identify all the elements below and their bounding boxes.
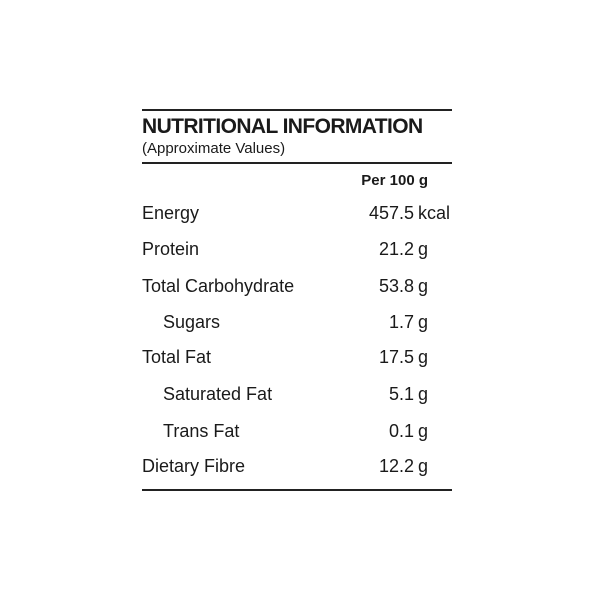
nutrient-value: 0.1 — [388, 421, 414, 441]
nutrient-unit: g — [418, 276, 429, 296]
label-title: NUTRITIONAL INFORMATION — [142, 115, 423, 138]
nutrient-label: Saturated Fat — [163, 384, 273, 404]
header-rule — [142, 162, 452, 164]
nutrient-label: Trans Fat — [163, 421, 240, 441]
nutrient-value: 53.8 — [378, 276, 414, 296]
nutrient-value: 17.5 — [378, 347, 414, 367]
nutrient-row: Total Carbohydrate 53.8 g — [142, 276, 452, 300]
label-subtitle: (Approximate Values) — [142, 140, 286, 157]
nutrient-value: 12.2 — [378, 456, 414, 476]
nutrient-label: Total Carbohydrate — [142, 276, 295, 296]
nutrient-label: Sugars — [163, 312, 221, 332]
nutrient-unit: g — [418, 347, 429, 367]
nutrient-value: 21.2 — [378, 239, 414, 259]
nutrient-unit: g — [418, 456, 429, 476]
nutrient-row: Trans Fat 0.1 g — [142, 421, 452, 445]
nutrient-row: Sugars 1.7 g — [142, 312, 452, 336]
nutrient-unit: g — [418, 312, 429, 332]
nutrient-unit: g — [418, 239, 429, 259]
nutrient-unit: g — [418, 421, 429, 441]
nutrient-value: 457.5 — [368, 203, 414, 223]
nutrient-value: 5.1 — [388, 384, 414, 404]
nutrient-row: Total Fat 17.5 g — [142, 347, 452, 371]
nutrient-row: Protein 21.2 g — [142, 239, 452, 263]
nutrient-label: Energy — [142, 203, 200, 223]
nutrient-label: Protein — [142, 239, 200, 259]
nutrient-unit: kcal — [418, 203, 451, 223]
nutrient-label: Total Fat — [142, 347, 212, 367]
bottom-rule — [142, 489, 452, 491]
nutrient-row: Saturated Fat 5.1 g — [142, 384, 452, 408]
nutrient-row: Dietary Fibre 12.2 g — [142, 456, 452, 480]
column-header: Per 100 g — [361, 172, 428, 189]
nutrient-unit: g — [418, 384, 429, 404]
nutrient-row: Energy 457.5 kcal — [142, 203, 452, 227]
nutrient-value: 1.7 — [388, 312, 414, 332]
top-rule — [142, 109, 452, 111]
nutrient-label: Dietary Fibre — [142, 456, 246, 476]
